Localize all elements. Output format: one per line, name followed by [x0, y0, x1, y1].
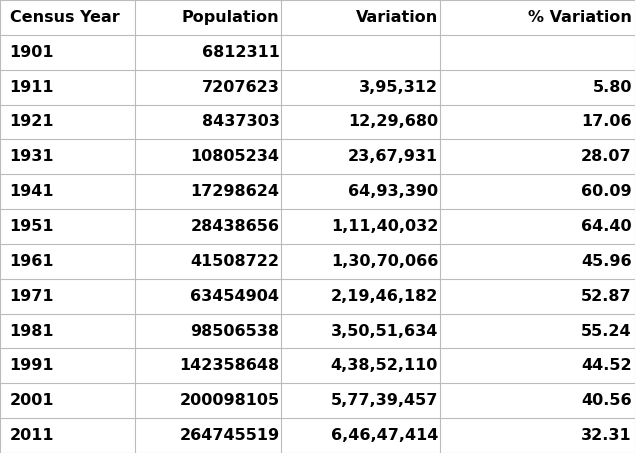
Text: 4,38,52,110: 4,38,52,110: [331, 358, 438, 373]
Text: 3,95,312: 3,95,312: [359, 80, 438, 95]
Text: 23,67,931: 23,67,931: [348, 149, 438, 164]
Text: 40.56: 40.56: [581, 393, 632, 408]
Text: 12,29,680: 12,29,680: [348, 115, 438, 130]
Text: 1,30,70,066: 1,30,70,066: [331, 254, 438, 269]
Text: 6,46,47,414: 6,46,47,414: [331, 428, 438, 443]
Text: 1961: 1961: [10, 254, 54, 269]
Text: 63454904: 63454904: [190, 289, 279, 304]
Text: 28.07: 28.07: [581, 149, 632, 164]
Text: 142358648: 142358648: [179, 358, 279, 373]
Text: 52.87: 52.87: [581, 289, 632, 304]
Text: 45.96: 45.96: [581, 254, 632, 269]
Text: 44.52: 44.52: [581, 358, 632, 373]
Text: 1951: 1951: [10, 219, 54, 234]
Text: 60.09: 60.09: [581, 184, 632, 199]
Text: 200098105: 200098105: [179, 393, 279, 408]
Text: 1921: 1921: [10, 115, 54, 130]
Text: 3,50,51,634: 3,50,51,634: [331, 323, 438, 338]
Text: Variation: Variation: [356, 10, 438, 25]
Text: 1901: 1901: [10, 45, 54, 60]
Text: 1981: 1981: [10, 323, 54, 338]
Text: 2011: 2011: [10, 428, 54, 443]
Text: 5.80: 5.80: [592, 80, 632, 95]
Text: % Variation: % Variation: [528, 10, 632, 25]
Text: 55.24: 55.24: [581, 323, 632, 338]
Text: 64,93,390: 64,93,390: [348, 184, 438, 199]
Text: Census Year: Census Year: [10, 10, 119, 25]
Text: 2001: 2001: [10, 393, 54, 408]
Text: 10805234: 10805234: [190, 149, 279, 164]
Text: 64.40: 64.40: [581, 219, 632, 234]
Text: 1931: 1931: [10, 149, 54, 164]
Text: 41508722: 41508722: [190, 254, 279, 269]
Text: 98506538: 98506538: [190, 323, 279, 338]
Text: 8437303: 8437303: [201, 115, 279, 130]
Text: 32.31: 32.31: [581, 428, 632, 443]
Text: 6812311: 6812311: [201, 45, 279, 60]
Text: 7207623: 7207623: [201, 80, 279, 95]
Text: 28438656: 28438656: [190, 219, 279, 234]
Text: 1941: 1941: [10, 184, 54, 199]
Text: 1911: 1911: [10, 80, 54, 95]
Text: 17.06: 17.06: [581, 115, 632, 130]
Text: 1971: 1971: [10, 289, 54, 304]
Text: 1991: 1991: [10, 358, 54, 373]
Text: 17298624: 17298624: [190, 184, 279, 199]
Text: Population: Population: [182, 10, 279, 25]
Text: 1,11,40,032: 1,11,40,032: [331, 219, 438, 234]
Text: 2,19,46,182: 2,19,46,182: [331, 289, 438, 304]
Text: 264745519: 264745519: [179, 428, 279, 443]
Text: 5,77,39,457: 5,77,39,457: [331, 393, 438, 408]
